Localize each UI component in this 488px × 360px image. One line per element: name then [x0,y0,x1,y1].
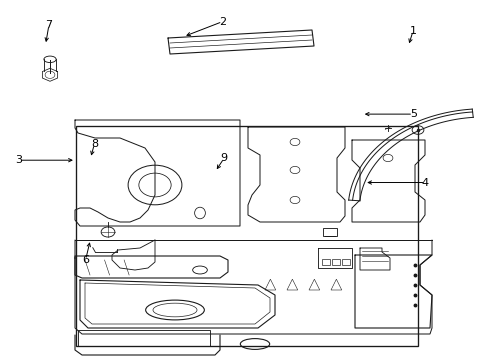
Text: 1: 1 [409,26,416,36]
Text: 6: 6 [82,255,89,265]
Bar [76,126,417,346]
Text: 5: 5 [409,109,416,119]
Text: 9: 9 [220,153,227,163]
Text: 8: 8 [91,139,98,149]
Text: 7: 7 [45,20,52,30]
Bar [331,258,339,265]
Bar [321,258,329,265]
Bar [322,228,337,236]
Text: 3: 3 [15,155,22,165]
Bar [341,258,349,265]
Text: 2: 2 [219,17,225,27]
Text: 4: 4 [421,177,428,188]
Bar [78,330,209,346]
